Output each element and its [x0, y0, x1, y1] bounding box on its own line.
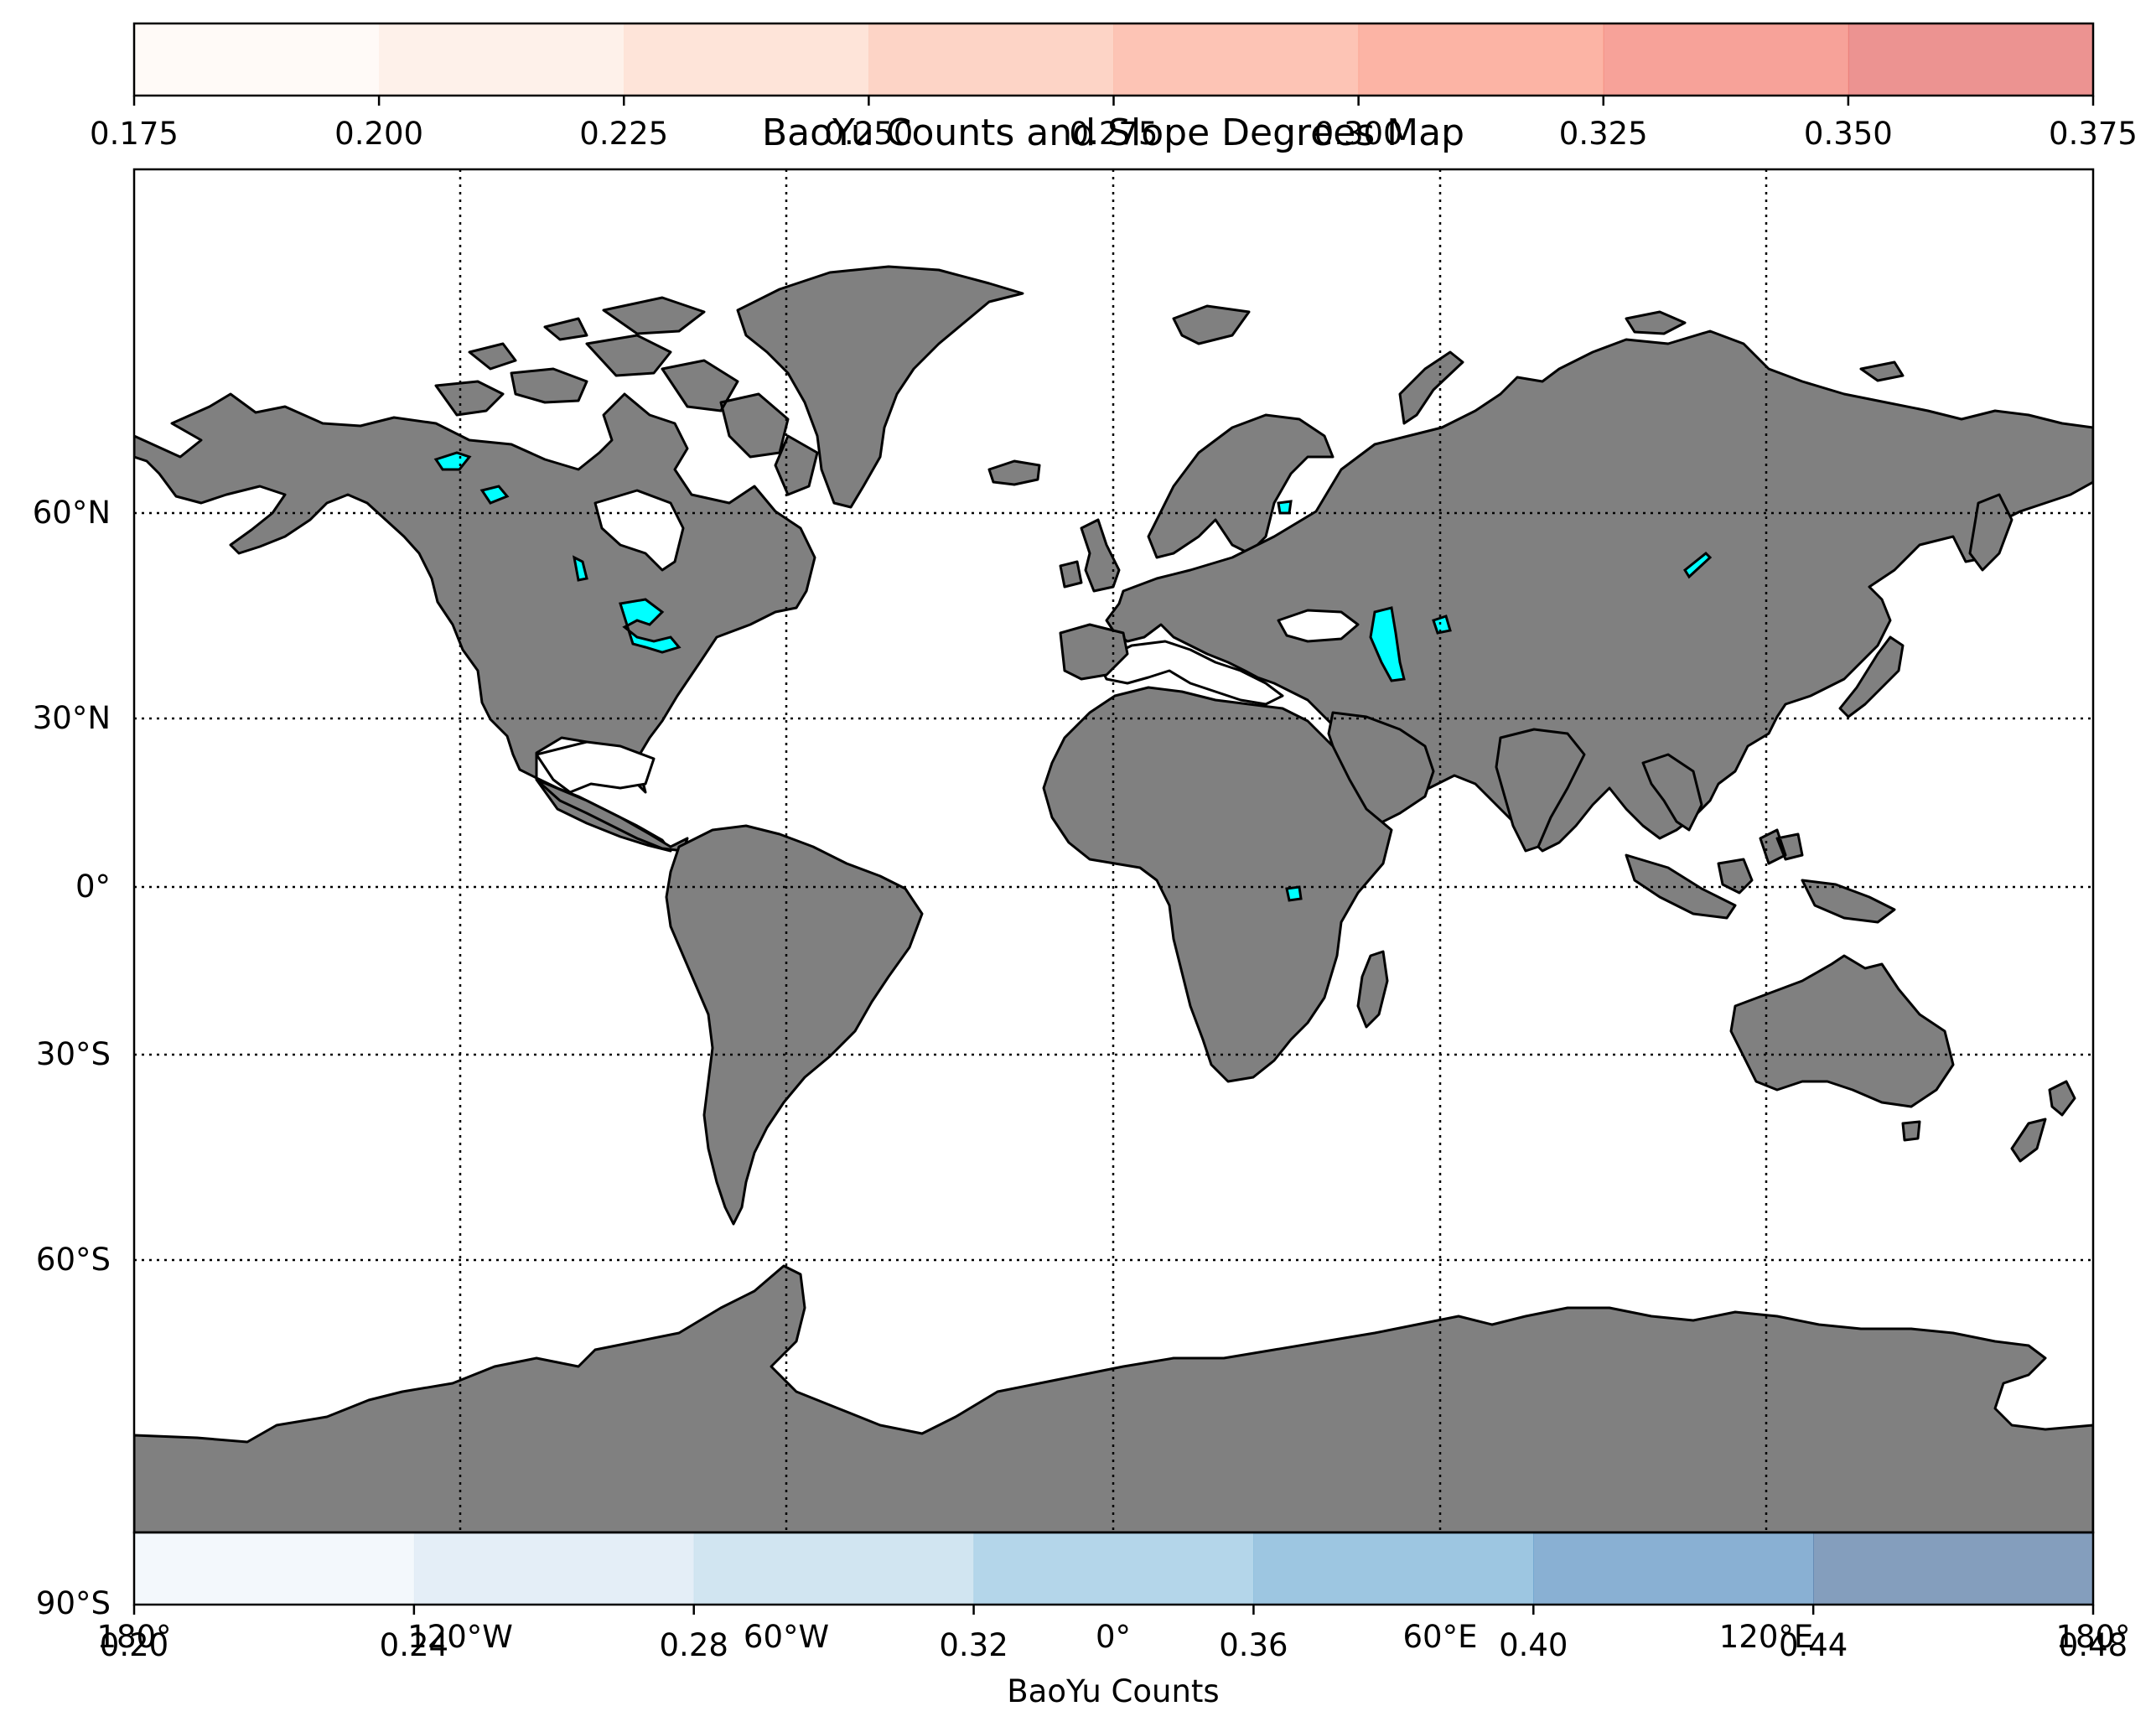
indonesia	[1625, 828, 1896, 924]
map-axes: 60°N 30°N 0° 30°S 60°S 90°S 180° 120°W 6…	[33, 168, 2131, 1655]
baoyu-colorbar-frame	[132, 1531, 2095, 1606]
scandinavia	[1147, 413, 1335, 559]
slope-colorbar-bin	[1358, 23, 1604, 96]
slope-colorbar-bin	[1603, 23, 1849, 96]
lon-label-120w: 120°W	[407, 1619, 513, 1655]
slope-colorbar-tick-label: 0.300	[1314, 116, 1403, 152]
lon-label-180e: 180°	[2055, 1619, 2130, 1655]
slope-colorbar-tick-label: 0.225	[579, 116, 668, 152]
slope-colorbar-tick-label: 0.375	[2049, 116, 2138, 152]
baoyu-colorbar-ticks: 0.20 0.24 0.28 0.32 0.36 0.40 0.44 0.48	[100, 1605, 2127, 1663]
lat-label-0: 0°	[75, 869, 111, 905]
arctic-russia-islands	[1172, 304, 1905, 425]
baoyu-colorbar-label: BaoYu Counts	[1007, 1673, 1219, 1709]
baoyu-colorbar-tick-label: 0.44	[1779, 1627, 1848, 1663]
latitude-labels: 60°N 30°N 0° 30°S 60°S 90°S	[33, 495, 111, 1621]
baoyu-colorbar-tick-label: 0.20	[100, 1627, 168, 1663]
baoyu-colorbar-tick-label: 0.36	[1219, 1627, 1288, 1663]
graticule	[134, 169, 2093, 1533]
lake-victoria	[1285, 885, 1303, 902]
iberia	[1059, 623, 1129, 681]
gulf-of-mexico	[535, 740, 656, 794]
baoyu-colorbar-tick-label: 0.28	[660, 1627, 728, 1663]
baoyu-colorbar-bin	[134, 1533, 415, 1605]
lake-baikal	[1683, 551, 1713, 579]
lon-label-60w: 60°W	[744, 1619, 829, 1655]
australia	[1729, 954, 1955, 1108]
baoyu-colorbar-tick-label: 0.32	[939, 1627, 1008, 1663]
baoyu-colorbar-bin	[1813, 1533, 2094, 1605]
lon-label-120e: 120°E	[1719, 1619, 1814, 1655]
madagascar	[1356, 950, 1389, 1029]
baoyu-colorbar-tick-label: 0.24	[380, 1627, 448, 1663]
slope-colorbar-ticks: 0.175 0.200 0.225 0.250 0.275 0.300 0.325 0.350…	[90, 96, 2138, 152]
slope-colorbar-bin	[379, 23, 625, 96]
lat-label-30s: 30°S	[36, 1036, 111, 1072]
slope-colorbar-tick-label: 0.275	[1070, 116, 1158, 152]
baoyu-colorbar-bin	[1253, 1533, 1534, 1605]
longitude-labels: 180° 120°W 60°W 0° 60°E 120°E 180°	[96, 1619, 2130, 1655]
map-title: BaoYu Counts and Slope Degrees Map	[762, 112, 1464, 154]
baoyu-colorbar-bin	[973, 1533, 1254, 1605]
baoyu-colorbar-tick-label: 0.48	[2059, 1627, 2127, 1663]
great-slave-lake	[479, 485, 510, 505]
caspian-sea	[1369, 606, 1406, 682]
kamchatka	[1968, 493, 2013, 572]
slope-colorbar-tick-label: 0.175	[90, 116, 179, 152]
africa	[1042, 686, 1393, 1083]
black-sea	[1277, 609, 1360, 643]
baoyu-colorbar-tick-label: 0.40	[1499, 1627, 1568, 1663]
arctic-islands	[434, 296, 819, 496]
lon-label-60e: 60°E	[1403, 1619, 1478, 1655]
slope-colorbar-tick-label: 0.350	[1804, 116, 1893, 152]
lat-label-60s: 60°S	[36, 1242, 111, 1278]
slope-colorbar-tick-label: 0.200	[334, 116, 423, 152]
greenland	[736, 265, 1024, 509]
baoyu-colorbar: 0.20 0.24 0.28 0.32 0.36 0.40 0.44 0.48 BaoYu C…	[100, 1531, 2127, 1709]
south-america	[665, 824, 924, 1226]
slope-colorbar-bins	[134, 23, 2094, 96]
slope-colorbar-bin	[1848, 23, 2094, 96]
slope-colorbar-bin	[868, 23, 1114, 96]
mediterranean-sea	[1096, 640, 1284, 706]
slope-colorbar-bin	[624, 23, 869, 96]
lakes-layer	[433, 451, 1713, 902]
baoyu-colorbar-bin	[413, 1533, 695, 1605]
baoyu-colorbar-bins	[134, 1533, 2094, 1605]
new-zealand	[2010, 1080, 2076, 1163]
slope-colorbar: 0.175 0.200 0.225 0.250 0.275 0.300 0.325 0.350…	[90, 22, 2138, 202]
slope-colorbar-tick-label: 0.325	[1559, 116, 1648, 152]
lon-label-0: 0°	[1096, 1619, 1131, 1655]
lake-ladoga	[1277, 500, 1293, 515]
aral-sea	[1432, 615, 1452, 635]
lake-winnipeg	[572, 555, 588, 582]
baoyu-colorbar-bin	[693, 1533, 975, 1605]
iceland	[987, 459, 1041, 486]
southeast-asia	[1641, 753, 1703, 832]
slope-colorbar-bin	[1113, 23, 1360, 96]
slope-colorbar-tick-label: 0.250	[824, 116, 913, 152]
lat-label-90s: 90°S	[36, 1585, 111, 1621]
japan	[1838, 635, 1905, 718]
slope-colorbar-bin	[134, 23, 380, 96]
great-lakes	[619, 598, 682, 654]
lat-label-30n: 30°N	[33, 700, 111, 736]
india	[1495, 728, 1586, 853]
hudson-bay	[593, 489, 685, 572]
lat-label-60n: 60°N	[33, 495, 111, 531]
baoyu-colorbar-bin	[1533, 1533, 1814, 1605]
lon-label-180w: 180°	[96, 1619, 171, 1655]
tasmania	[1901, 1120, 1921, 1142]
